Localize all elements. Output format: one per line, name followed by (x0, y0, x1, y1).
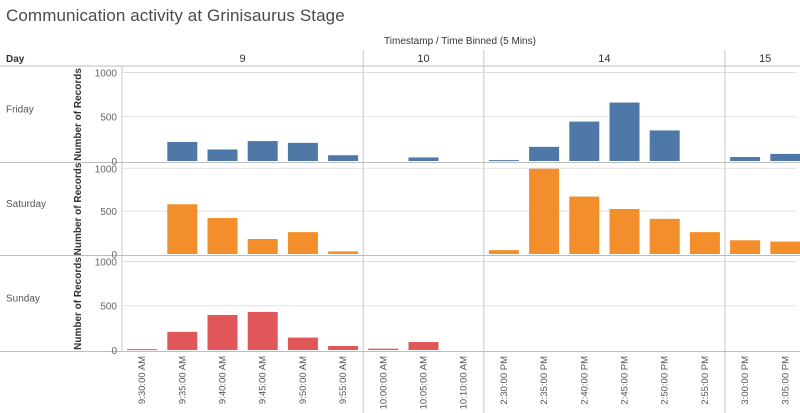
bar (368, 348, 399, 350)
bar (569, 196, 600, 254)
bar (287, 232, 318, 254)
bar (247, 239, 278, 254)
y-axis-label: Number of Records (73, 162, 84, 255)
y-tick-label: 0 (111, 346, 117, 357)
x-tick-label: 10:00:00 AM (378, 356, 389, 409)
hour-group-label: 9 (240, 53, 246, 65)
hour-group-label: 14 (598, 53, 610, 65)
x-tick-label: 2:45:00 PM (620, 356, 631, 405)
y-axis-label: Number of Records (73, 257, 84, 350)
x-tick-label: 2:50:00 PM (660, 356, 671, 405)
bar (328, 155, 359, 161)
bar (649, 130, 680, 161)
bar (408, 157, 439, 161)
x-tick-label: 9:45:00 AM (258, 356, 269, 404)
bar (609, 102, 640, 161)
bar (488, 250, 519, 254)
y-axis-label: Number of Records (73, 68, 84, 161)
bar (730, 240, 761, 254)
y-tick-label: 1000 (95, 68, 118, 79)
y-tick-label: 0 (111, 157, 117, 168)
x-tick-label: 2:55:00 PM (700, 356, 711, 405)
y-tick-label: 500 (100, 302, 117, 313)
day-label: Saturday (6, 199, 46, 210)
y-tick-label: 0 (111, 250, 117, 261)
x-tick-label: 9:55:00 AM (338, 356, 349, 404)
day-label: Sunday (6, 294, 40, 305)
chart-title: Communication activity at Grinisaurus St… (6, 6, 345, 25)
bar (770, 241, 800, 254)
bar (328, 346, 359, 350)
bar (247, 141, 278, 161)
x-tick-label: 2:30:00 PM (499, 356, 510, 405)
x-tick-label: 9:40:00 AM (218, 356, 229, 404)
bar (649, 218, 680, 254)
bar (328, 251, 359, 254)
x-tick-label: 2:35:00 PM (539, 356, 550, 405)
bar (127, 349, 158, 351)
bar (529, 168, 560, 254)
bar (247, 311, 278, 350)
bar (207, 218, 238, 254)
x-tick-label: 2:40:00 PM (579, 356, 590, 405)
day-label: Friday (6, 105, 34, 116)
bar (167, 141, 198, 161)
day-column-header: Day (6, 54, 25, 65)
bar (529, 146, 560, 161)
bar (730, 157, 761, 161)
x-tick-label: 10:10:00 AM (459, 356, 470, 409)
x-axis-header: Timestamp / Time Binned (5 Mins) (384, 36, 536, 47)
y-tick-label: 500 (100, 113, 117, 124)
bar (770, 153, 800, 161)
y-tick-label: 1000 (95, 257, 118, 268)
x-tick-label: 9:50:00 AM (298, 356, 309, 404)
bar (287, 337, 318, 350)
bar (207, 315, 238, 350)
y-tick-label: 1000 (95, 164, 118, 175)
bar (488, 160, 519, 162)
bar (609, 209, 640, 254)
x-tick-label: 10:05:00 AM (419, 356, 430, 409)
x-tick-label: 3:05:00 PM (780, 356, 791, 405)
x-tick-label: 9:35:00 AM (177, 356, 188, 404)
bar (167, 204, 198, 254)
bar (207, 149, 238, 161)
x-tick-label: 3:00:00 PM (740, 356, 751, 405)
x-tick-label: 9:30:00 AM (137, 356, 148, 404)
hour-group-label: 15 (759, 53, 771, 65)
bar (287, 142, 318, 161)
bar (408, 342, 439, 350)
bar (569, 121, 600, 161)
y-tick-label: 500 (100, 207, 117, 218)
bar (167, 331, 198, 350)
hour-group-label: 10 (417, 53, 429, 65)
bar (689, 232, 720, 254)
